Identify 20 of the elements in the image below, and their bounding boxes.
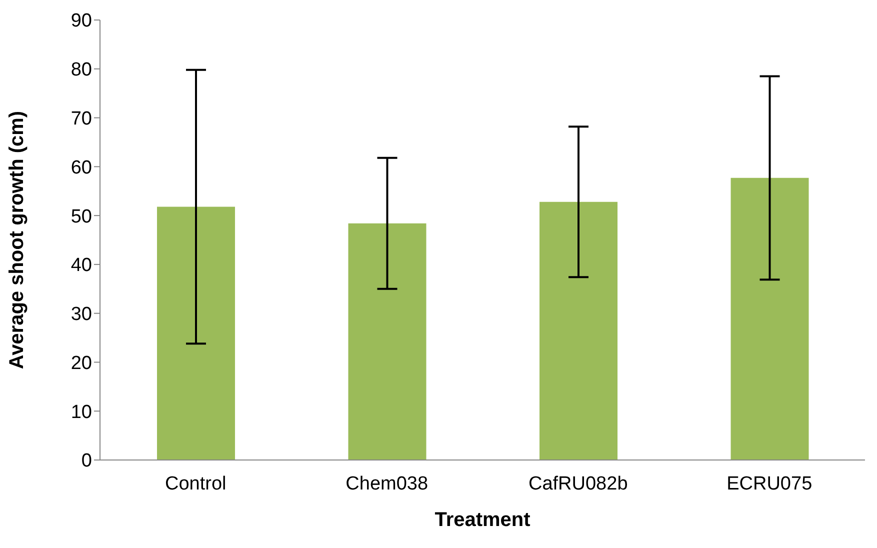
x-tick-label: Control bbox=[165, 473, 226, 494]
y-tick-label: 30 bbox=[70, 304, 92, 326]
y-tick-label: 40 bbox=[70, 255, 92, 276]
x-tick-label: CafRU082b bbox=[528, 473, 628, 494]
y-tick-label: 90 bbox=[70, 10, 92, 32]
y-tick-label: 60 bbox=[70, 157, 92, 178]
y-tick-label: 0 bbox=[81, 450, 92, 472]
y-tick-label: 70 bbox=[70, 108, 92, 130]
x-axis-title: Treatment bbox=[434, 509, 531, 531]
x-tick-label: Chem038 bbox=[346, 473, 428, 494]
bar bbox=[540, 202, 618, 460]
y-tick-label: 80 bbox=[70, 60, 92, 81]
bar bbox=[348, 223, 426, 460]
y-axis-title: Average shoot growth (cm) bbox=[6, 110, 28, 370]
y-tick-label: 50 bbox=[70, 206, 92, 228]
bar bbox=[730, 178, 809, 460]
x-tick-label: ECRU075 bbox=[726, 473, 812, 494]
y-tick-label: 20 bbox=[70, 352, 92, 374]
bar bbox=[157, 206, 235, 460]
y-tick-label: 10 bbox=[70, 402, 92, 423]
